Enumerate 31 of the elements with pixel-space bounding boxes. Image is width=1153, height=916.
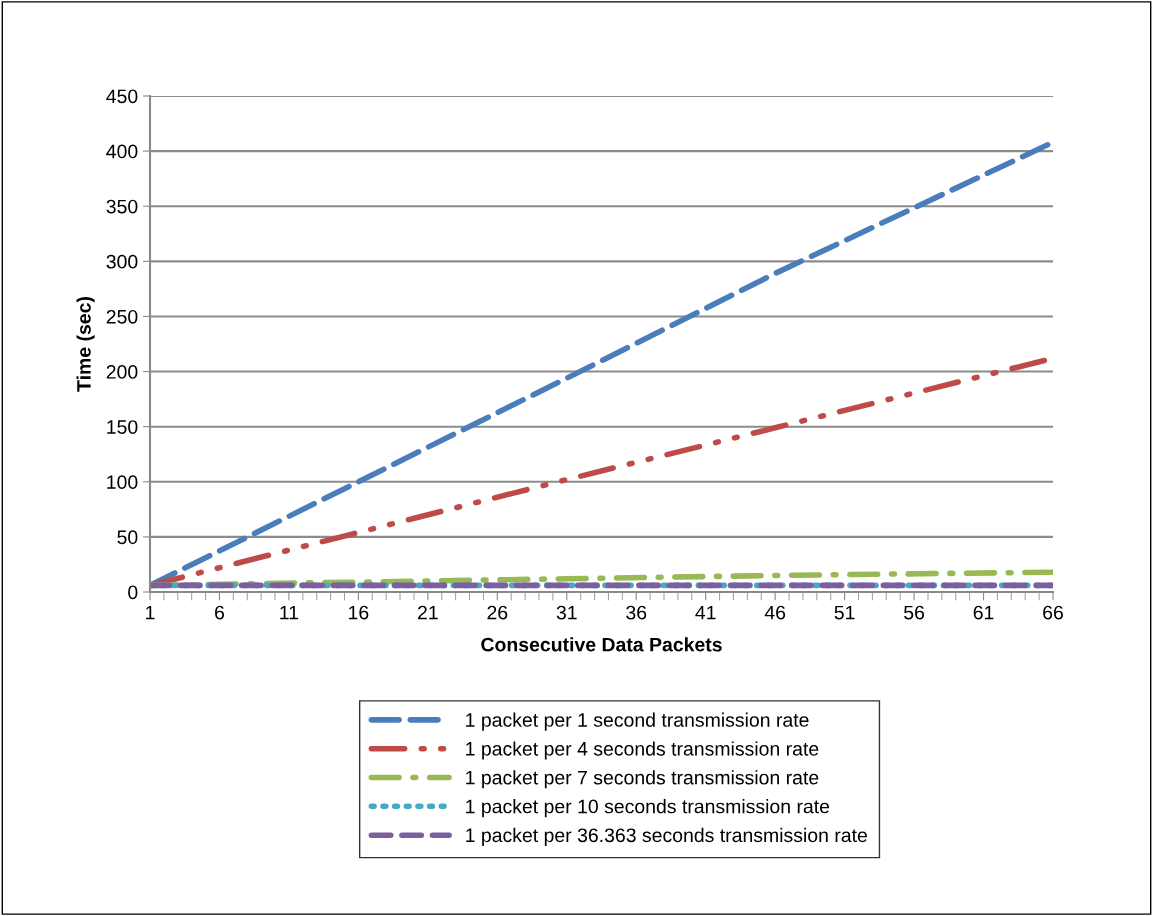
x-tick-label: 61 (973, 605, 994, 620)
x-tick-label: 36 (626, 605, 647, 620)
x-tick-label: 11 (280, 605, 299, 620)
x-tick-label: 41 (695, 605, 716, 620)
y-axis-title: Time (sec) (76, 297, 95, 392)
y-tick-label: 100 (107, 475, 138, 490)
x-tick-label: 6 (215, 605, 225, 620)
y-tick-label: 0 (128, 585, 138, 600)
x-tick-label: 16 (349, 605, 369, 620)
x-tick-label: 1 (146, 605, 155, 620)
x-tick-label: 56 (904, 605, 925, 620)
y-tick-label: 150 (107, 420, 138, 434)
legend-label: 1 packet per 4 seconds transmission rate (466, 741, 819, 760)
legend-label: 1 packet per 7 seconds transmission rate (466, 770, 819, 789)
x-tick-label: 46 (764, 605, 786, 620)
legend-label: 1 packet per 10 seconds transmission rate (466, 799, 830, 818)
x-tick-label: 26 (487, 605, 508, 620)
y-tick-label: 450 (106, 89, 138, 104)
y-tick-label: 350 (106, 199, 138, 214)
legend-label: 1 packet per 36.363 seconds transmission rate (466, 827, 867, 846)
x-tick-label: 66 (1043, 605, 1063, 620)
x-tick-label: 21 (418, 605, 438, 620)
y-tick-label: 250 (106, 309, 138, 324)
x-axis-title: Consecutive Data Packets (481, 637, 722, 652)
y-tick-label: 400 (106, 144, 138, 159)
y-tick-label: 50 (117, 530, 138, 545)
x-tick-label: 51 (834, 605, 855, 620)
legend-label: 1 packet per 1 second transmission rate (466, 712, 809, 731)
x-tick-label: 31 (556, 605, 577, 620)
y-tick-label: 200 (106, 365, 138, 379)
y-tick-label: 300 (106, 254, 138, 269)
